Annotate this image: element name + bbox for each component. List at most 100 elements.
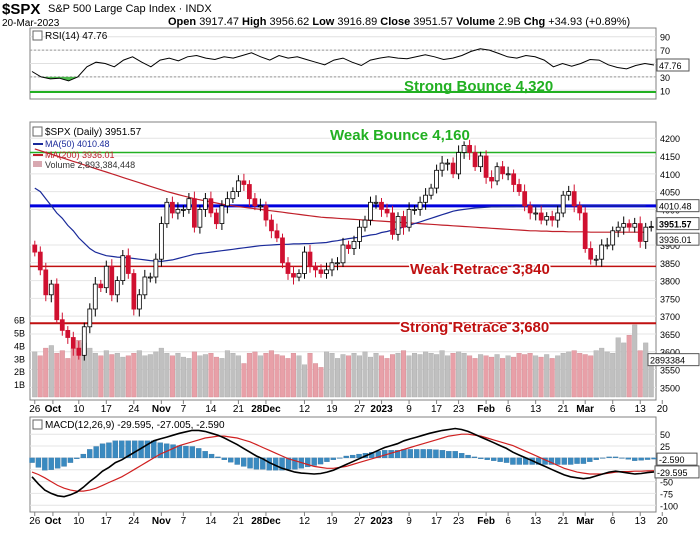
macd-histogram-bar [632, 457, 638, 461]
x-axis-label: 20 [657, 516, 669, 527]
candle-body [70, 337, 76, 349]
volume-bar [445, 355, 451, 398]
macd-histogram-bar [471, 456, 478, 458]
candlestick [258, 198, 263, 212]
legend-volume: Volume 2,893,384,448 [45, 160, 135, 170]
candlestick [291, 266, 296, 285]
candle-body [114, 280, 120, 296]
candle-body [384, 208, 390, 214]
candle-body [125, 255, 131, 274]
legend-ma50: MA(50) 4010.48 [45, 139, 110, 149]
candlestick [70, 331, 76, 356]
volume-bar [483, 355, 489, 398]
index-name: S&P 500 Large Cap Index · INDX [48, 3, 212, 15]
macd-histogram-bar [651, 457, 657, 460]
x-axis-label: Feb [477, 516, 495, 527]
candlestick [362, 215, 368, 232]
candle-body [142, 276, 148, 296]
candle-body [313, 265, 318, 271]
volume-bar [340, 354, 346, 398]
price-tick-label: 3600 [660, 348, 680, 358]
candlestick [87, 303, 93, 334]
volume-bar [439, 350, 445, 398]
macd-tick-label: -75 [660, 489, 673, 499]
x-axis-label: 10 [73, 516, 85, 527]
rsi-last-value: 47.76 [659, 61, 682, 71]
price-tick-label: 3500 [660, 383, 680, 393]
volume-bar [511, 356, 517, 398]
candlestick [566, 185, 572, 201]
candlestick [208, 191, 214, 218]
volume-bar [98, 355, 104, 398]
candle-body [489, 176, 494, 182]
candle-body [147, 276, 153, 279]
volume-bar [637, 350, 643, 398]
volume-bar [489, 356, 495, 398]
volume-bar [87, 347, 93, 398]
candlestick [153, 253, 159, 284]
volume-bar [357, 355, 363, 398]
candle-body [406, 208, 412, 228]
candle-body [324, 269, 329, 274]
x-axis-label: 26 [29, 404, 41, 415]
volume-bar [37, 355, 43, 398]
candlestick [615, 221, 621, 238]
ohlc-readout: Open 3917.47 High 3956.62 Low 3916.89 Cl… [168, 16, 630, 28]
macd-layer: 50250-25-50-75-100-2.590-29.595 [29, 427, 700, 511]
candlestick [147, 272, 153, 283]
volume-bar [224, 350, 230, 398]
volume-bar [329, 353, 335, 398]
candle-body [103, 265, 109, 289]
macd-histogram-bar [292, 457, 298, 470]
x-axis-label: 10 [73, 404, 85, 415]
x-axis-label: Nov [152, 516, 171, 527]
candlestick [384, 203, 390, 218]
candlestick [577, 201, 583, 221]
volume-bar [560, 353, 566, 398]
volume-bar [76, 340, 82, 398]
volume-bar [335, 358, 341, 398]
candlestick [213, 208, 219, 229]
candlestick [571, 184, 577, 213]
candlestick [76, 341, 82, 360]
candle-body [43, 269, 49, 296]
volume-bar [164, 353, 170, 398]
candlestick [158, 216, 164, 267]
candlestick [307, 245, 313, 273]
candlestick [142, 269, 148, 300]
macd-histogram-bar [401, 449, 407, 459]
legend-ma200: MA(200) 3936.01 [45, 150, 115, 160]
macd-histogram-bar [157, 442, 163, 459]
x-axis-label: 28Dec [251, 516, 281, 527]
candlestick [136, 289, 142, 317]
volume-bar [175, 353, 181, 398]
macd-histogram-bar [202, 451, 208, 459]
volume-bar [566, 351, 572, 398]
candle-body [450, 162, 456, 175]
volume-axis-label: 4B [14, 341, 25, 351]
volume-bar [599, 347, 605, 398]
volume-bar [235, 355, 241, 398]
candlestick [505, 166, 511, 181]
candle-body [263, 205, 269, 221]
x-axis-label: Oct [45, 516, 62, 527]
candlestick [346, 240, 351, 254]
candlestick [450, 157, 456, 179]
x-axis-label: 12 [299, 404, 311, 415]
macd-tick-label: -100 [660, 501, 678, 511]
candlestick [54, 278, 60, 324]
candle-body [98, 283, 104, 289]
candlestick [461, 141, 467, 159]
macd-histogram-bar [612, 456, 619, 458]
macd-histogram-bar [478, 457, 484, 459]
candle-body [494, 166, 500, 182]
candle-body [340, 244, 346, 264]
candle-body [439, 162, 445, 171]
candlestick [423, 188, 428, 210]
volume-bar [169, 355, 175, 398]
candle-body [643, 226, 649, 242]
candle-body [610, 230, 616, 246]
strong-retrace-label: Strong Retrace 3,680 [400, 319, 549, 336]
candle-body [224, 198, 230, 207]
volume-bar [626, 335, 632, 398]
